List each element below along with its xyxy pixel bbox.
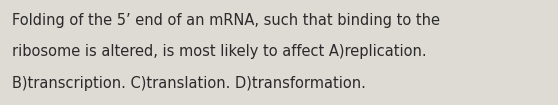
Text: B)transcription. C)translation. D)transformation.: B)transcription. C)translation. D)transf… <box>12 76 366 91</box>
Text: ribosome is altered, is most likely to affect A)replication.: ribosome is altered, is most likely to a… <box>12 44 427 59</box>
Text: Folding of the 5’ end of an mRNA, such that binding to the: Folding of the 5’ end of an mRNA, such t… <box>12 13 440 28</box>
